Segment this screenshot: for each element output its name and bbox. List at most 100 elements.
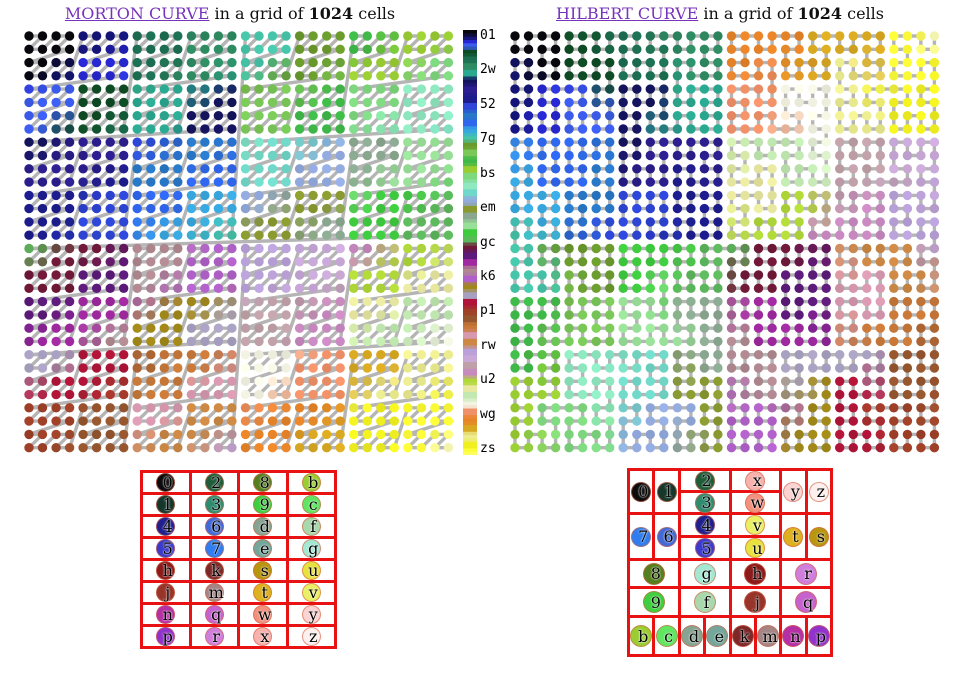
symbol-letter: b bbox=[308, 473, 319, 492]
curve-path-segments bbox=[27, 34, 451, 450]
symbol-letter: t bbox=[792, 527, 799, 546]
table-row: 4 6 d f bbox=[140, 514, 337, 539]
symbol-letter: u bbox=[752, 538, 763, 558]
symbol-letter: n bbox=[790, 626, 801, 646]
symbol-circle bbox=[301, 473, 321, 492]
symbol-circle bbox=[631, 526, 652, 547]
symbol-letter: 6 bbox=[211, 517, 222, 536]
morton-curve-link[interactable]: MORTON CURVE bbox=[64, 4, 210, 23]
symbol-circle bbox=[795, 562, 818, 585]
symbol-cell-2: 2 bbox=[677, 468, 732, 493]
symbol-letter: j bbox=[165, 583, 171, 602]
symbol-letter: r bbox=[804, 564, 812, 583]
symbol-circle bbox=[655, 625, 678, 647]
symbol-cell-5: 5 bbox=[140, 536, 192, 561]
symbol-letter: 3 bbox=[701, 493, 712, 512]
symbol-circle bbox=[745, 515, 766, 535]
legend-label: 2w bbox=[480, 62, 496, 77]
morton-title: MORTON CURVE in a grid of 1024 cells bbox=[0, 4, 460, 24]
symbol-letter: w bbox=[750, 493, 765, 512]
symbol-circle bbox=[253, 495, 273, 514]
curve-path-segments bbox=[513, 34, 937, 450]
curve-cell-dots bbox=[510, 31, 940, 453]
symbol-cell-e: e bbox=[703, 615, 732, 657]
symbol-letter: 5 bbox=[701, 538, 712, 558]
symbol-circle bbox=[807, 625, 830, 647]
symbol-circle bbox=[156, 561, 176, 580]
symbol-letter: b bbox=[638, 626, 649, 646]
legend-label: 52 bbox=[480, 97, 496, 112]
symbol-circle bbox=[744, 562, 767, 585]
hilbert-title-tail: cells bbox=[842, 4, 884, 23]
symbol-cell-r: r bbox=[779, 558, 833, 589]
symbol-circle bbox=[642, 591, 665, 613]
symbol-circle bbox=[253, 627, 273, 646]
symbol-letter: f bbox=[310, 517, 317, 536]
table-row: 8 g h r bbox=[627, 558, 833, 589]
symbol-letter: 6 bbox=[663, 527, 674, 546]
symbol-letter: d bbox=[688, 626, 700, 646]
symbol-letter: 4 bbox=[162, 517, 173, 536]
symbol-cell-n: n bbox=[140, 602, 192, 627]
symbol-letter: v bbox=[308, 583, 318, 602]
symbol-letter: v bbox=[752, 515, 762, 535]
symbol-letter: 3 bbox=[211, 495, 222, 514]
symbol-circle bbox=[301, 495, 321, 514]
symbol-circle bbox=[694, 515, 715, 535]
symbol-letter: 1 bbox=[162, 495, 173, 514]
symbol-cell-4: 4 bbox=[677, 512, 732, 538]
symbol-letter: r bbox=[212, 627, 221, 646]
symbol-letter: y bbox=[308, 605, 318, 624]
symbol-cell-k: k bbox=[188, 558, 240, 583]
symbol-cell-m: m bbox=[188, 580, 240, 605]
symbol-cell-t: t bbox=[237, 580, 289, 605]
symbol-letter: g bbox=[308, 539, 319, 558]
symbol-cell-f: f bbox=[677, 586, 732, 618]
symbol-letter: j bbox=[754, 592, 760, 612]
morton-title-text: in a grid of bbox=[209, 4, 309, 23]
symbol-cell-3: 3 bbox=[188, 492, 240, 517]
symbol-circle bbox=[656, 481, 677, 502]
symbol-cell-u: u bbox=[728, 535, 783, 561]
symbol-circle bbox=[706, 625, 729, 647]
symbol-letter: s bbox=[260, 561, 269, 580]
symbol-cell-e: e bbox=[237, 536, 289, 561]
symbol-circle bbox=[156, 517, 176, 536]
symbol-letter: 9 bbox=[259, 495, 270, 514]
symbol-letter: w bbox=[257, 605, 272, 624]
symbol-letter: e bbox=[260, 539, 270, 558]
symbol-cell-d: d bbox=[237, 514, 289, 539]
symbol-cell-2: 2 bbox=[188, 470, 240, 495]
symbol-circle bbox=[156, 473, 176, 492]
symbol-cell-s: s bbox=[237, 558, 289, 583]
hilbert-title-text: in a grid of bbox=[698, 4, 798, 23]
symbol-circle bbox=[782, 625, 805, 647]
symbol-cell-n: n bbox=[779, 615, 808, 657]
symbol-circle bbox=[301, 539, 321, 558]
hilbert-curve-link[interactable]: HILBERT CURVE bbox=[556, 4, 699, 23]
symbol-circle bbox=[204, 473, 224, 492]
symbol-letter: q bbox=[211, 605, 222, 624]
symbol-cell-x: x bbox=[237, 624, 289, 649]
symbol-cell-c: c bbox=[652, 615, 681, 657]
symbol-cell-1: 1 bbox=[140, 492, 192, 517]
symbol-letter: 7 bbox=[211, 539, 222, 558]
symbol-letter: 2 bbox=[701, 471, 712, 490]
table-row: 9 f j q bbox=[627, 586, 833, 618]
symbol-cell-p: p bbox=[804, 615, 834, 657]
symbol-circle bbox=[204, 495, 224, 514]
symbol-circle bbox=[694, 492, 715, 513]
hilbert-grid bbox=[510, 31, 940, 453]
symbol-cell-5: 5 bbox=[677, 535, 732, 561]
symbol-letter: 2 bbox=[211, 473, 222, 492]
symbol-circle bbox=[253, 473, 273, 492]
symbol-letter: s bbox=[816, 527, 825, 546]
symbol-circle bbox=[808, 481, 829, 502]
symbol-circle bbox=[680, 625, 703, 647]
symbol-letter: h bbox=[162, 561, 173, 580]
symbol-cell-f: f bbox=[285, 514, 337, 539]
symbol-circle bbox=[808, 526, 829, 547]
